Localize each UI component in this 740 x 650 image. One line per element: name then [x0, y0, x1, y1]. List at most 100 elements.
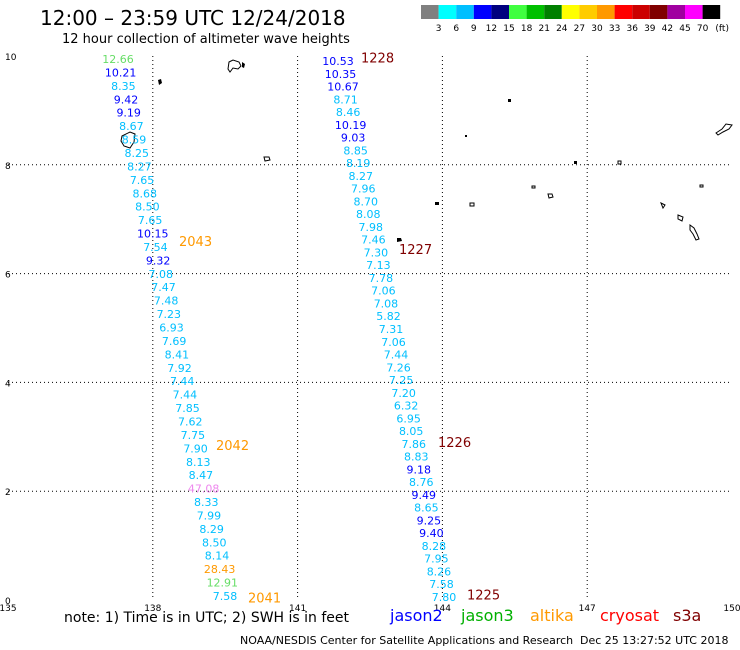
scale-label: 12 [486, 24, 497, 34]
pass-time-label: 2043 [179, 235, 212, 250]
wave-height-label: 7.80 [432, 591, 457, 604]
wave-height-label: 9.40 [419, 527, 444, 540]
lon-tick-label: 138 [144, 604, 161, 614]
wave-height-label: 47.08 [188, 483, 220, 496]
wave-height-label: 5.82 [376, 310, 401, 323]
pass-time-label: 1228 [361, 52, 394, 67]
wave-height-label: 7.08 [149, 268, 174, 281]
wave-height-label: 8.50 [202, 536, 227, 549]
track-2: 10.5310.3510.678.718.4610.199.038.858.19… [322, 52, 500, 604]
wave-height-label: 10.21 [105, 66, 137, 79]
wave-height-label: 7.78 [369, 272, 394, 285]
color-swatch [421, 5, 439, 19]
wave-height-label: 7.48 [154, 295, 179, 308]
wave-height-label: 8.71 [333, 93, 358, 106]
wave-height-label: 8.26 [427, 565, 452, 578]
scale-label: 45 [679, 24, 690, 34]
lat-tick-label: 10 [5, 53, 17, 63]
wave-height-label: 7.92 [167, 362, 192, 375]
wave-height-label: 7.08 [374, 297, 399, 310]
scale-label: 9 [471, 24, 477, 34]
wave-height-label: 6.32 [394, 400, 419, 413]
color-swatch [649, 5, 668, 19]
wave-height-label: 7.54 [143, 241, 168, 254]
wave-height-label: 7.31 [379, 323, 404, 336]
pass-time-label: 2042 [216, 439, 249, 454]
wave-height-label: 7.47 [151, 281, 176, 294]
lat-tick-label: 6 [5, 271, 11, 281]
color-swatch [685, 5, 703, 19]
wave-height-label: 7.99 [197, 509, 222, 522]
wave-height-label: 7.06 [371, 285, 396, 298]
wave-height-label: 7.46 [361, 234, 386, 247]
wave-height-label: 7.85 [175, 402, 200, 415]
wave-height-label: 9.49 [412, 489, 437, 502]
wave-height-label: 9.42 [114, 93, 139, 106]
island-outline [158, 79, 162, 85]
wave-height-label: 28.43 [204, 563, 236, 576]
wave-height-label: 7.30 [364, 246, 389, 259]
island-outline [263, 156, 271, 162]
wave-height-label: 12.91 [207, 577, 239, 590]
wave-height-label: 8.13 [186, 456, 211, 469]
pass-time-label: 1226 [438, 436, 471, 451]
wave-height-label: 9.32 [146, 254, 171, 267]
satellite-cryosat: cryosat [600, 606, 660, 625]
lat-tick-label: 4 [5, 379, 11, 389]
scale-label: 15 [503, 24, 514, 34]
wave-height-label: 7.13 [366, 259, 391, 272]
color-swatch [561, 5, 580, 19]
island-outline [677, 214, 684, 222]
lon-tick-label: 147 [579, 604, 596, 614]
wave-height-label: 7.90 [183, 442, 208, 455]
track-1: 12.6610.218.359.429.198.678.598.258.277.… [102, 53, 281, 606]
color-swatch [509, 5, 527, 19]
wave-height-label: 7.58 [213, 590, 238, 603]
map-subtitle: 12 hour collection of altimeter wave hei… [62, 32, 350, 47]
color-swatch [544, 5, 562, 19]
wave-height-label: 8.19 [346, 157, 371, 170]
wave-height-label: 8.83 [404, 451, 429, 464]
wave-height-label: 7.86 [401, 438, 426, 451]
lon-tick-label: 135 [0, 604, 17, 614]
wave-height-label: 9.03 [341, 132, 366, 145]
wave-height-label: 8.47 [189, 469, 214, 482]
wave-height-label: 8.41 [165, 348, 190, 361]
wave-height-label: 8.27 [127, 160, 152, 173]
island-outline [660, 201, 666, 210]
wave-height-label: 8.85 [343, 144, 368, 157]
island-outline [508, 99, 511, 102]
island-outline [574, 161, 577, 164]
lon-tick-label: 150 [723, 604, 740, 614]
wave-height-label: 8.50 [135, 201, 160, 214]
scale-label: 3 [436, 24, 442, 34]
island-outline [689, 224, 700, 241]
wave-height-label: 10.67 [327, 81, 359, 94]
scale-label: 70 [697, 24, 709, 34]
color-swatch [597, 5, 615, 19]
satellite-altika: altika [530, 606, 574, 625]
satellite-jason2: jason2 [390, 606, 443, 625]
color-swatch [438, 5, 457, 19]
scale-label: 30 [591, 24, 603, 34]
wave-height-label: 6.93 [159, 322, 184, 335]
wave-height-label: 8.25 [124, 147, 149, 160]
lat-tick-label: 8 [5, 162, 11, 172]
color-scale-legend: 3 6 9 12 15 18 21 24 27 30 33 36 39 42 45 70 (ft) [421, 5, 729, 34]
wave-height-label: 10.19 [335, 119, 367, 132]
island-outline [715, 123, 733, 136]
wave-height-label: 8.68 [133, 187, 158, 200]
wave-height-label: 7.44 [170, 375, 195, 388]
wave-height-label: 9.25 [417, 514, 442, 527]
scale-label: 24 [556, 24, 568, 34]
wave-height-label: 8.33 [194, 496, 219, 509]
island-outline [699, 184, 704, 188]
lon-tick-label: 144 [434, 604, 451, 614]
wave-height-label: 8.27 [348, 170, 373, 183]
island-outline [435, 202, 439, 205]
wave-height-label: 7.44 [384, 349, 409, 362]
island-outline [617, 160, 622, 165]
color-swatch [473, 5, 492, 19]
scale-label: 39 [644, 24, 656, 34]
lat-tick-label: 2 [5, 488, 11, 498]
